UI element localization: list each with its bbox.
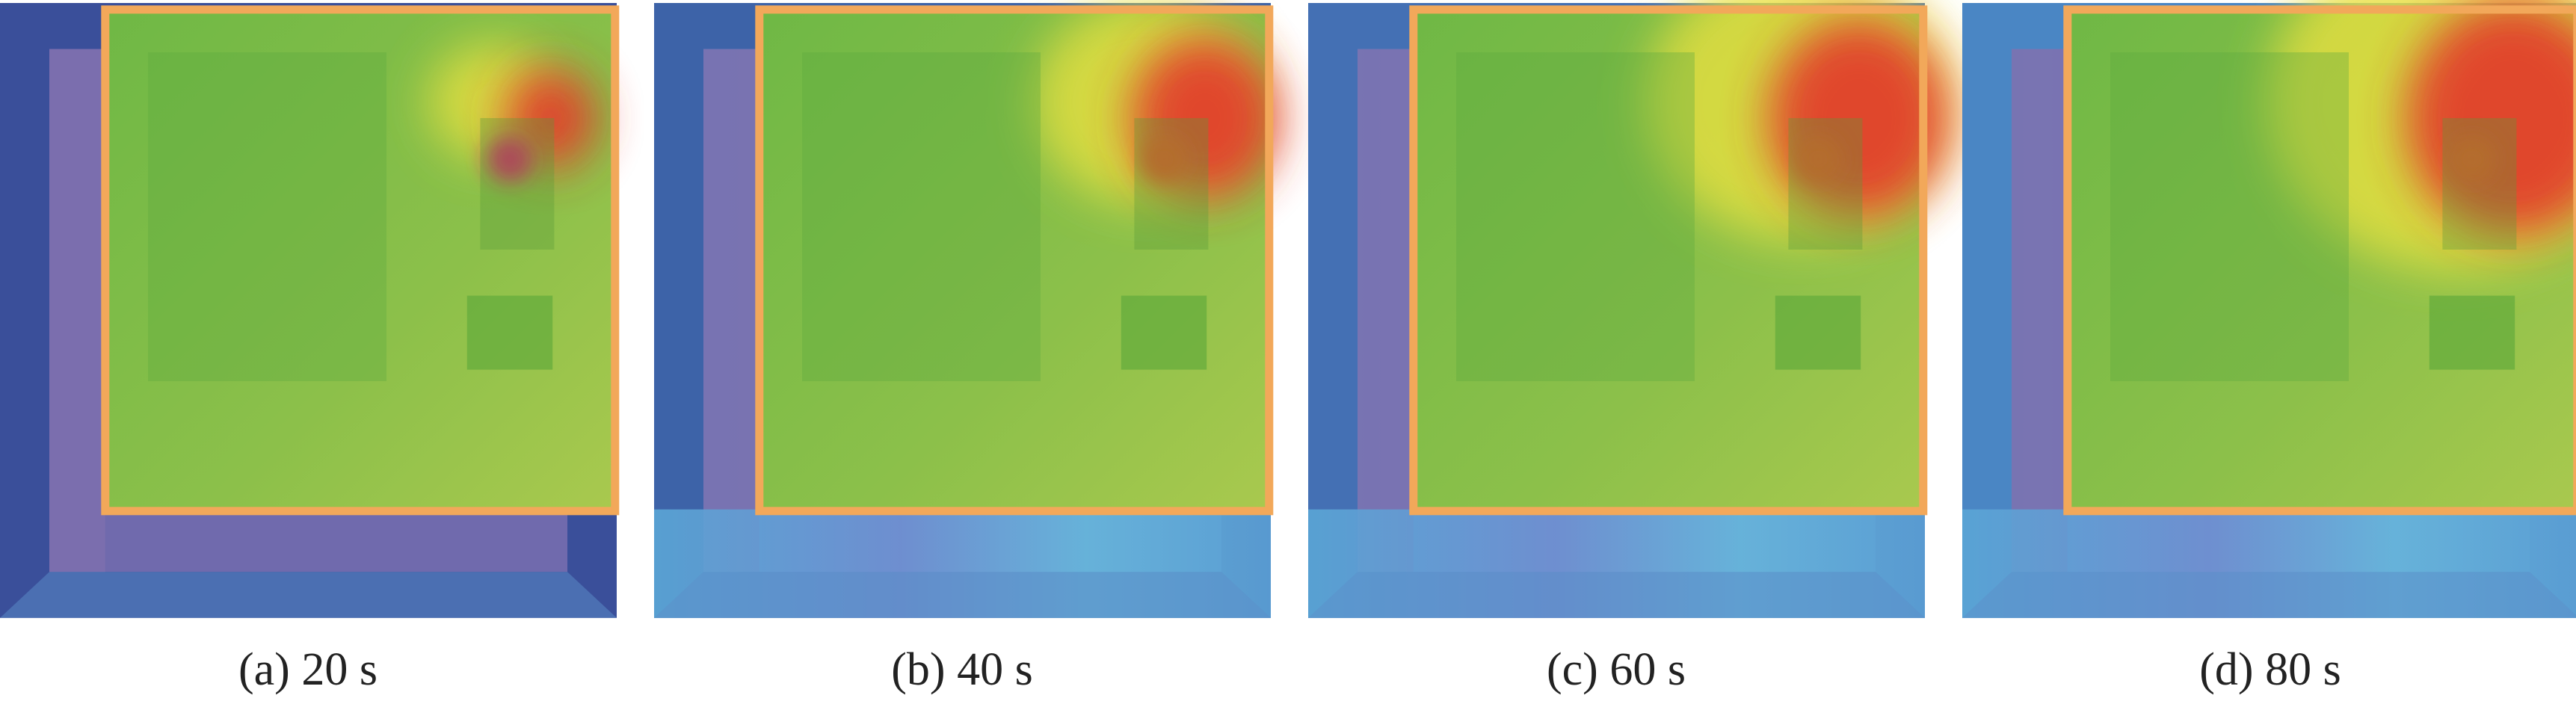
panel: [654, 0, 1279, 618]
bevel: [0, 572, 617, 618]
caption: (d) 80 s: [2199, 644, 2341, 695]
bevel: [654, 572, 1271, 618]
cabinet: [1134, 118, 1209, 250]
hot-core: [1795, 136, 1841, 182]
hot-zone: [505, 67, 597, 169]
left-strip: [49, 49, 105, 572]
desk: [1456, 52, 1695, 381]
hot-core: [1141, 136, 1187, 182]
bevel: [1308, 572, 1925, 618]
cabinet: [2442, 118, 2517, 250]
room-border: [101, 5, 620, 516]
caption: (c) 60 s: [1547, 644, 1686, 695]
bevel: [1962, 572, 2576, 618]
left-strip: [2012, 49, 2068, 572]
box: [1775, 295, 1861, 370]
caption: (b) 40 s: [891, 644, 1032, 695]
panel: [0, 3, 620, 618]
panel: [1308, 0, 1958, 618]
box: [1121, 295, 1207, 370]
cabinet: [480, 118, 555, 250]
room-border: [755, 5, 1274, 516]
desk: [802, 52, 1041, 381]
hot-core: [487, 136, 533, 182]
hot-core: [2449, 136, 2495, 182]
room-border: [2063, 5, 2576, 516]
room-border: [1409, 5, 1928, 516]
caption: (a) 20 s: [238, 644, 378, 695]
box: [2429, 295, 2515, 370]
hot-zone: [2406, 0, 2576, 236]
cabinet: [1788, 118, 1863, 250]
left-strip: [1358, 49, 1414, 572]
desk: [148, 52, 386, 381]
panel: [1962, 0, 2576, 618]
box: [466, 295, 553, 370]
desk: [2110, 52, 2349, 381]
left-strip: [703, 49, 759, 572]
